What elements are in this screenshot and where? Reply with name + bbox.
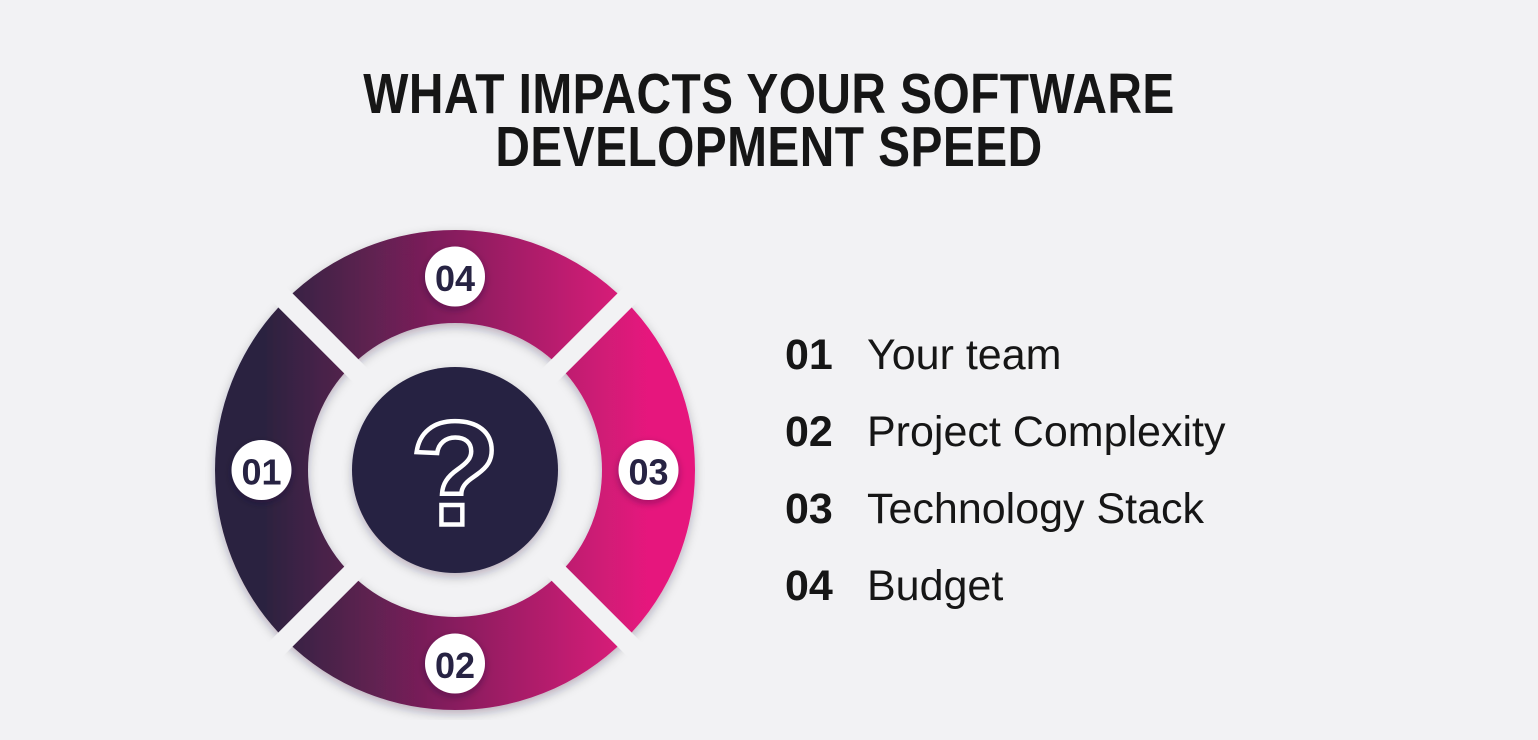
badge-number: 04 — [435, 258, 475, 299]
badge-circle — [425, 246, 485, 307]
list-item-number: 01 — [785, 331, 833, 379]
development-speed-donut-diagram: ? 01 02 03 04 — [215, 230, 695, 710]
badge-number: 01 — [241, 452, 281, 493]
list-item-number: 04 — [785, 562, 833, 610]
list-item-label: Budget — [867, 562, 1004, 610]
ring-badge-03: 03 — [618, 440, 679, 500]
badge-circle — [231, 440, 292, 500]
ring-badge-02: 02 — [425, 633, 485, 694]
page-title: WHAT IMPACTS YOUR SOFTWARE DEVELOPMENT S… — [123, 62, 1415, 179]
badge-circle — [618, 440, 679, 500]
list-item-label: Your team — [867, 331, 1062, 379]
list-item: 01 Your team — [785, 317, 1225, 394]
list-item-number: 02 — [785, 408, 833, 456]
list-item-label: Technology Stack — [867, 485, 1205, 533]
question-mark-icon: ? — [410, 392, 500, 557]
ring-badge-04: 04 — [425, 246, 485, 307]
list-item-number: 03 — [785, 485, 833, 533]
page-title-line-2: DEVELOPMENT SPEED — [495, 115, 1043, 179]
center-circle — [352, 367, 558, 573]
page-title-line-1: WHAT IMPACTS YOUR SOFTWARE — [363, 62, 1175, 126]
badge-circle — [425, 633, 485, 694]
ring-badge-01: 01 — [231, 440, 292, 500]
list-item-label: Project Complexity — [867, 408, 1226, 456]
badge-number: 03 — [628, 452, 668, 493]
factors-list: 01 Your team 02 Project Complexity 03 Te… — [785, 317, 1225, 625]
badge-number: 02 — [435, 645, 475, 686]
list-item: 04 Budget — [785, 548, 1225, 625]
list-item: 03 Technology Stack — [785, 471, 1225, 548]
list-item: 02 Project Complexity — [785, 394, 1225, 471]
